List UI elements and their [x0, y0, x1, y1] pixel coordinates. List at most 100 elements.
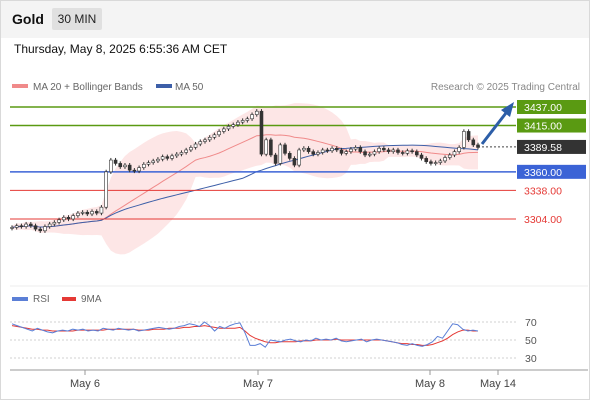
level-label-s1: 3360.00: [524, 167, 562, 179]
candle-body: [179, 152, 184, 155]
rsi-gridlines: 70 50 30: [10, 317, 537, 365]
rsi-ma-legend-swatch: [62, 297, 76, 301]
moving-averages: [11, 134, 479, 228]
rsi-legend-label: RSI: [33, 294, 50, 305]
candle-body: [372, 151, 377, 155]
level-label-bg-current: [517, 139, 586, 154]
candle-body: [386, 149, 391, 152]
candle-body: [57, 219, 61, 223]
bollinger-bands: [12, 103, 478, 255]
rsi-tick-label: 50: [525, 335, 537, 347]
candle-body: [240, 120, 245, 123]
candle-body: [466, 131, 471, 141]
candle-body: [283, 144, 287, 154]
candle-body: [123, 164, 127, 168]
candle-body: [297, 149, 301, 166]
candle-body: [38, 228, 43, 232]
x-tick-label: May 6: [70, 378, 100, 390]
candle-body: [250, 114, 254, 120]
candle-body: [141, 163, 146, 168]
credit-text: Research © 2025 Trading Central: [431, 82, 580, 93]
candle-body: [14, 225, 19, 228]
x-axis-labels: May 6 May 7 May 8 May 14: [70, 370, 516, 390]
header-bar: Gold 30 MIN: [1, 1, 589, 38]
rsi-lines: [11, 321, 479, 348]
candle-body: [410, 150, 414, 153]
candle-body: [269, 139, 273, 156]
candle-body: [429, 161, 433, 164]
timeframe-button[interactable]: 30 MIN: [52, 8, 102, 30]
candle-body: [66, 217, 71, 220]
candle-body: [438, 160, 443, 163]
candle-body: [443, 157, 447, 162]
candle-body: [292, 158, 297, 166]
symbol-title: Gold: [12, 11, 44, 27]
candle-body: [198, 141, 203, 145]
candle-body: [339, 149, 344, 154]
level-labels: 3437.00 3415.00 3389.58 3360.00 3338.00 3304.…: [517, 100, 586, 226]
candle-body: [471, 139, 476, 146]
candle-body: [349, 148, 353, 152]
candle-body: [29, 223, 33, 227]
candle-body: [71, 215, 75, 220]
candle-body: [382, 147, 386, 151]
candle-body: [330, 147, 334, 152]
candle-body: [212, 134, 217, 138]
rsi-tick-label: 70: [525, 317, 537, 329]
candle-body: [424, 158, 429, 163]
candle-body: [43, 226, 47, 232]
candle-body: [316, 152, 320, 155]
candle-body: [193, 143, 198, 148]
candle-body: [400, 152, 405, 154]
level-label-bg-s1: [517, 164, 586, 179]
candle-body: [377, 147, 381, 152]
candle-body: [99, 206, 104, 214]
candle-body: [325, 149, 330, 152]
candle-body: [433, 162, 438, 164]
rsi-tick-label: 30: [525, 353, 537, 365]
level-label-t1: 3338.00: [524, 185, 562, 197]
candle-body: [189, 147, 193, 151]
candle-body: [203, 139, 207, 142]
candle-body: [24, 223, 28, 227]
candle-body: [226, 126, 231, 130]
candle-body: [113, 159, 118, 164]
candle-body: [222, 128, 226, 132]
candle-body: [287, 153, 292, 159]
candle-body: [405, 150, 410, 154]
candle-body: [76, 212, 80, 216]
candle-body: [52, 222, 57, 225]
candle-body: [396, 149, 400, 153]
candle-body: [254, 110, 259, 115]
candle-body: [19, 225, 24, 228]
candle-body: [33, 225, 38, 230]
candle-body: [457, 147, 461, 152]
candle-body: [231, 124, 236, 127]
candle-body: [109, 159, 113, 173]
ma20-legend-label: MA 20 + Bollinger Bands: [33, 82, 143, 93]
rsi-legend-swatch: [12, 297, 28, 301]
rsi-ma-line: [11, 325, 478, 346]
projection-arrow: [480, 102, 514, 145]
candle-body: [278, 144, 283, 164]
bollinger-band-area: [12, 103, 478, 255]
candle-body: [47, 223, 52, 227]
candle-body: [118, 163, 123, 168]
candle-body: [476, 144, 480, 148]
candle-body: [80, 211, 85, 214]
candle-body: [415, 151, 419, 156]
candle-body: [146, 162, 151, 165]
candle-body: [245, 118, 250, 121]
ma20-legend-swatch: [12, 84, 28, 88]
candle-body: [306, 147, 311, 152]
candle-body: [90, 211, 94, 215]
candle-body: [104, 171, 108, 208]
candle-body: [363, 151, 367, 156]
candle-body: [10, 227, 14, 229]
candle-body: [174, 153, 179, 157]
candle-body: [127, 164, 132, 171]
candle-body: [184, 149, 188, 153]
candle-body: [334, 147, 339, 151]
candle-body: [61, 217, 66, 221]
